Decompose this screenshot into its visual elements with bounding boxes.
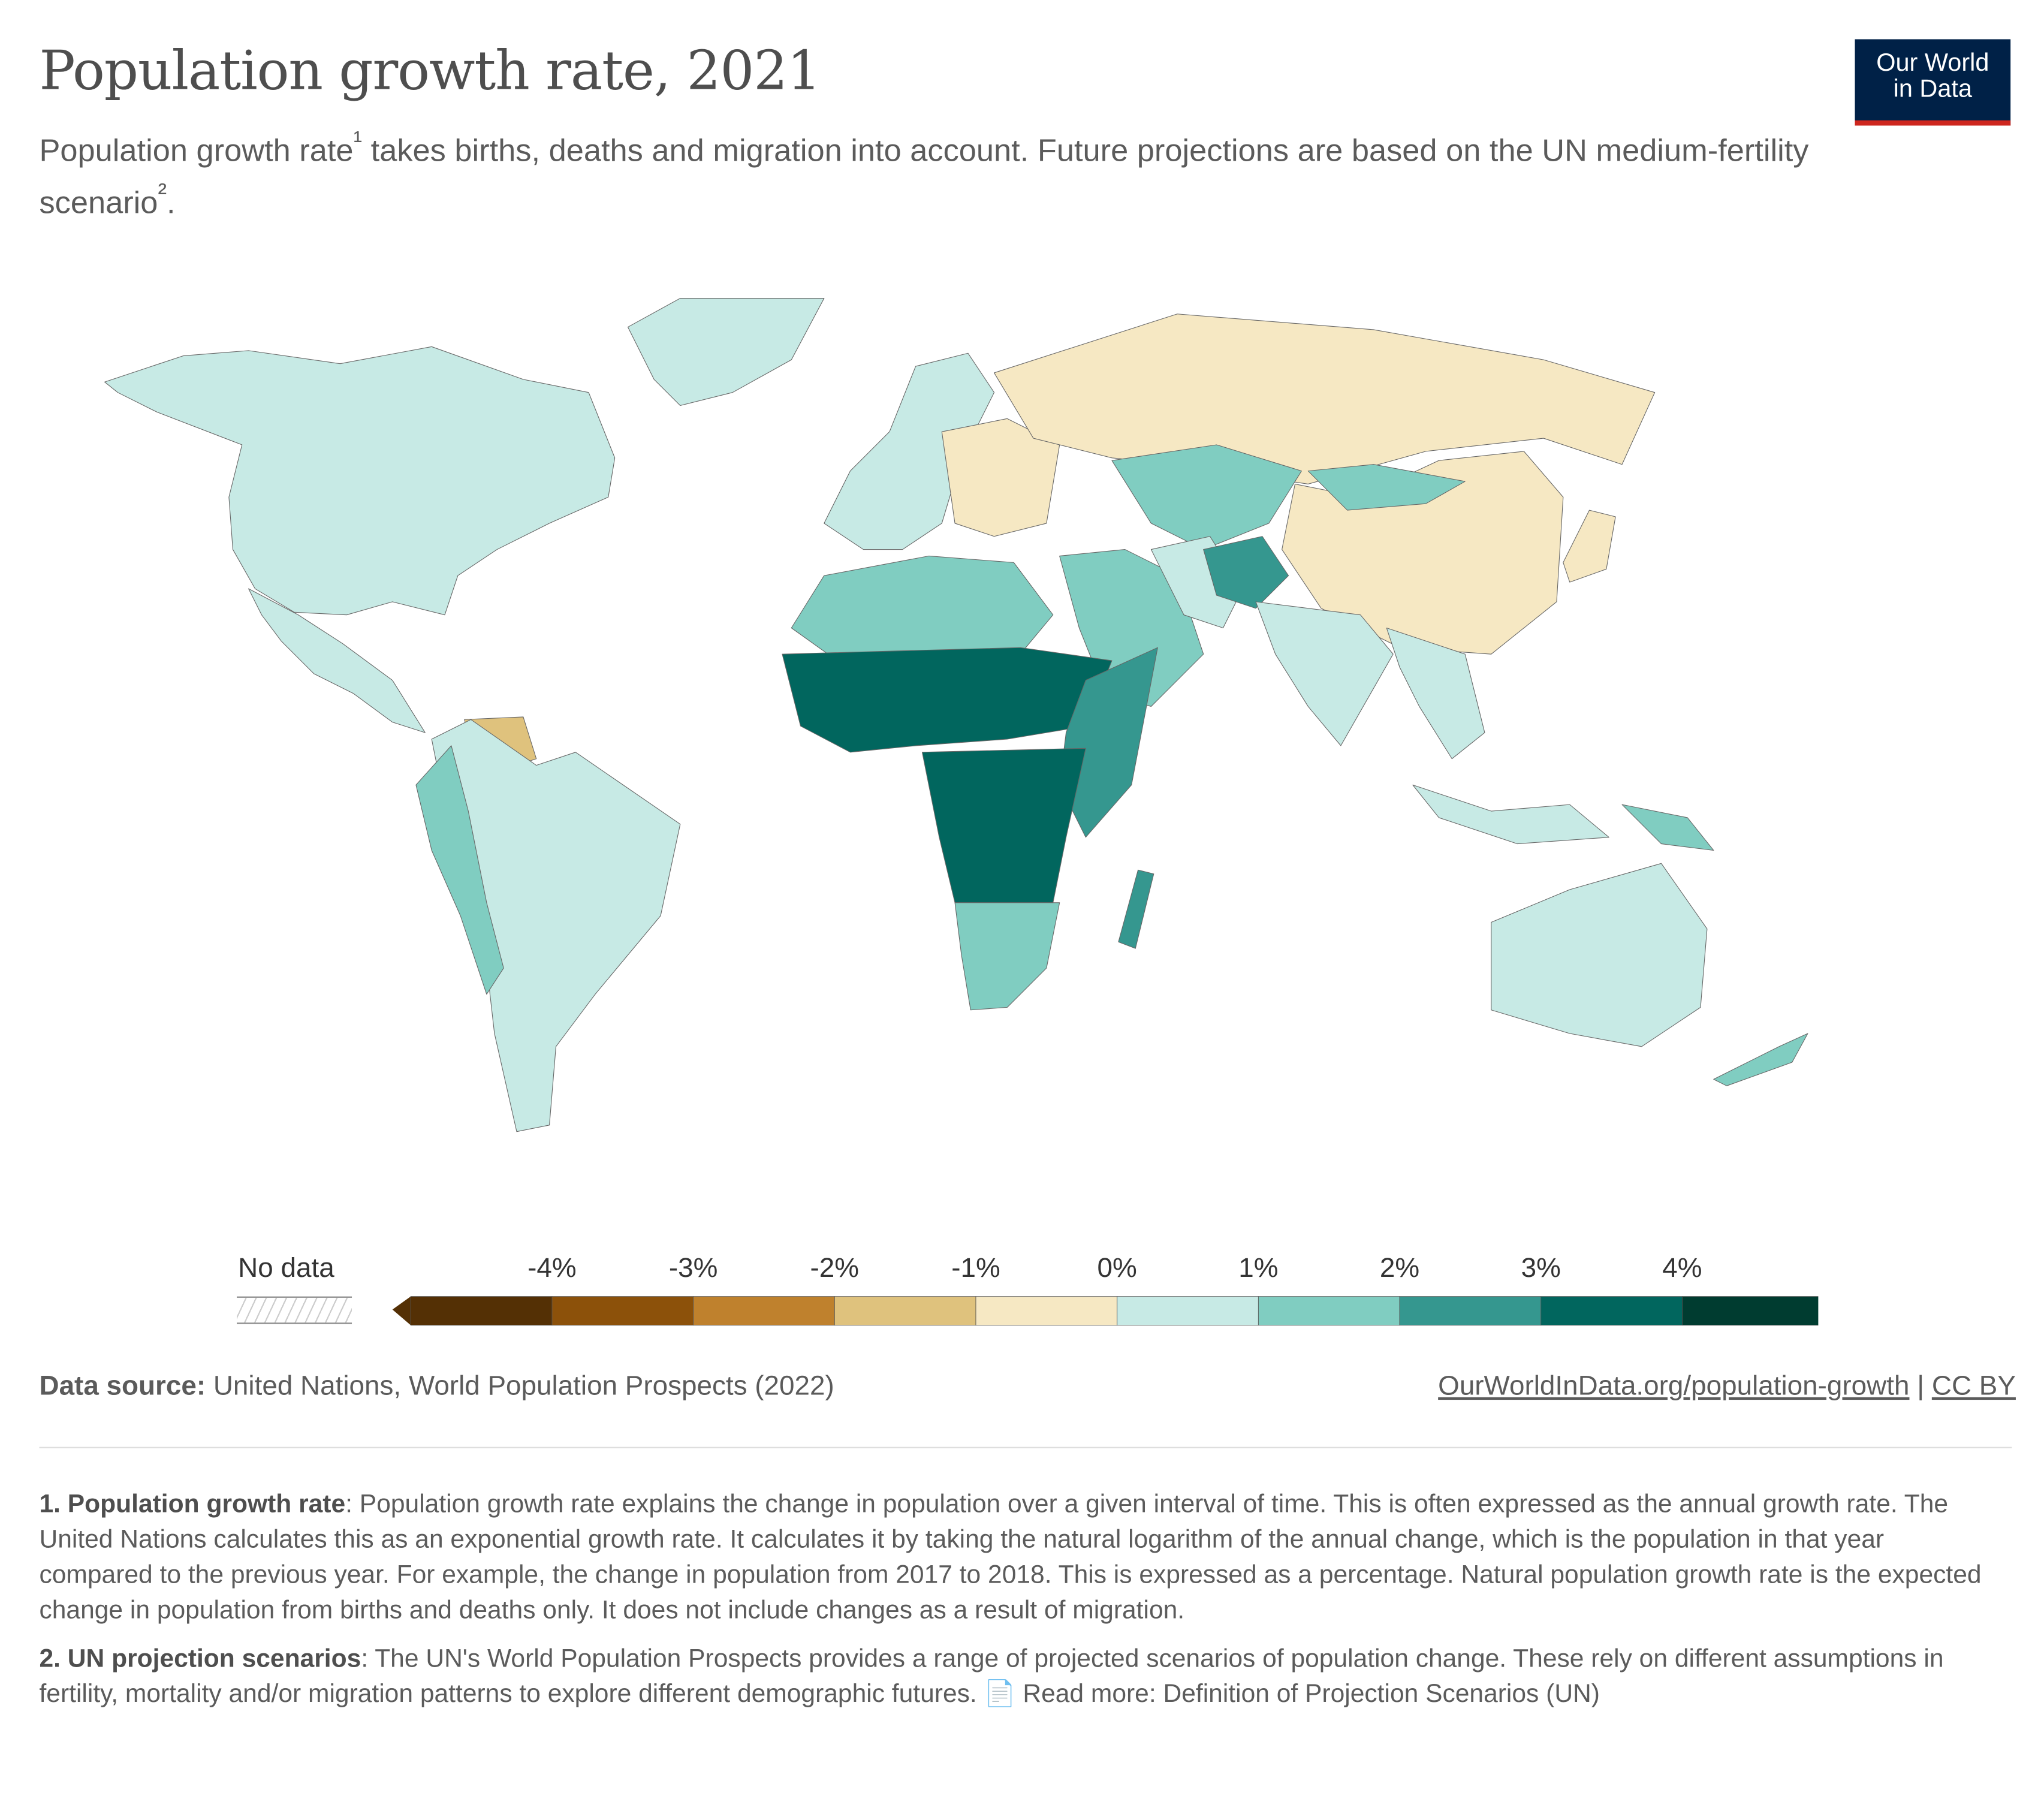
url-link[interactable]: OurWorldInData.org/population-growth: [1438, 1371, 1910, 1402]
legend-bin: [834, 1296, 976, 1326]
legend-tick-label: -3%: [668, 1253, 718, 1283]
country-central-asia[interactable]: [1111, 444, 1302, 550]
source-label: Data source:: [39, 1371, 206, 1402]
legend-tick-label: 2%: [1379, 1253, 1420, 1283]
legend-tick-label: 4%: [1662, 1253, 1702, 1283]
legend-tick-label: -2%: [810, 1253, 860, 1283]
logo-line: in Data: [1893, 76, 1973, 104]
legend-bin: [1682, 1296, 1819, 1326]
footnote-1: 1. Population growth rate: Population gr…: [39, 1487, 2001, 1629]
country-north-america[interactable]: [104, 346, 616, 616]
legend-bin: [693, 1296, 835, 1326]
country-southeast-asia[interactable]: [1386, 627, 1485, 760]
world-map[interactable]: [79, 281, 1910, 1171]
footnote-text: : Population growth rate explains the ch…: [39, 1490, 1982, 1625]
logo-line: Our World: [1876, 49, 1989, 77]
footnote-ref-1[interactable]: ¹: [353, 126, 363, 156]
country-india[interactable]: [1255, 601, 1394, 746]
legend-tick-label: -1%: [951, 1253, 1000, 1283]
country-southern-africa[interactable]: [954, 902, 1060, 1011]
legend-color-bar: [392, 1296, 1819, 1326]
footnote-text[interactable]: : The UN's World Population Prospects pr…: [39, 1644, 1944, 1709]
country-indonesia[interactable]: [1412, 784, 1609, 845]
footnote-ref-2[interactable]: ²: [158, 179, 167, 208]
legend-bin: [410, 1296, 553, 1326]
license-link[interactable]: CC BY: [1931, 1371, 2016, 1402]
legend-bin: [551, 1296, 694, 1326]
footnote-title: 1. Population growth rate: [39, 1490, 346, 1519]
chart-title: Population growth rate, 2021: [39, 39, 821, 103]
footnote-2: 2. UN projection scenarios: The UN's Wor…: [39, 1642, 2001, 1713]
country-western-europe[interactable]: [824, 352, 995, 550]
country-papua-new-guinea[interactable]: [1621, 804, 1714, 851]
legend-tick-label: 0%: [1097, 1253, 1137, 1283]
legend-bin: [1117, 1296, 1259, 1326]
subtitle-text: takes births, deaths and migration into …: [39, 133, 1809, 221]
legend-arrow-left: [392, 1296, 411, 1325]
no-data-swatch: [236, 1296, 352, 1324]
no-data-label: No data: [238, 1253, 334, 1283]
country-eastern-europe[interactable]: [941, 418, 1060, 537]
legend-bin: [1399, 1296, 1542, 1326]
country-andean-countries[interactable]: [415, 745, 504, 995]
separator: |: [1909, 1371, 1932, 1402]
footnote-title: 2. UN projection scenarios: [39, 1644, 361, 1674]
country-australia[interactable]: [1491, 863, 1708, 1047]
country-russia[interactable]: [994, 314, 1656, 484]
divider: [39, 1447, 2012, 1448]
subtitle-text: .: [167, 185, 176, 221]
country-mexico-central-america[interactable]: [248, 588, 426, 733]
country-afghanistan[interactable]: [1203, 536, 1289, 609]
country-japan[interactable]: [1563, 510, 1616, 583]
legend-tick-label: 3%: [1521, 1253, 1561, 1283]
country-north-africa[interactable]: [791, 555, 1054, 661]
legend-tick-label: -4%: [527, 1253, 577, 1283]
country-east-africa[interactable]: [1059, 647, 1158, 838]
country-greenland[interactable]: [627, 298, 825, 406]
legend-bin: [1540, 1296, 1683, 1326]
chart-url: OurWorldInData.org/population-growth | C…: [1438, 1371, 2016, 1402]
legend-bin: [1258, 1296, 1400, 1326]
country-central-africa[interactable]: [921, 748, 1086, 903]
footnotes: 1. Population growth rate: Population gr…: [39, 1487, 2001, 1725]
subtitle-text: Population growth rate: [39, 133, 354, 169]
country-sahel[interactable]: [782, 647, 1113, 753]
country-madagascar[interactable]: [1118, 869, 1154, 949]
chart-subtitle: Population growth rate¹ takes births, de…: [39, 120, 1818, 225]
owid-logo[interactable]: Our World in Data: [1855, 39, 2011, 126]
data-source: Data source: United Nations, World Popul…: [39, 1371, 834, 1402]
country-new-zealand[interactable]: [1713, 1033, 1808, 1086]
legend-bin: [975, 1296, 1118, 1326]
legend: No data -4% -3% -2% -1% 0% 1% 2% 3% 4%: [0, 1243, 2038, 1334]
country-mongolia[interactable]: [1307, 464, 1466, 511]
source-text: United Nations, World Population Prospec…: [206, 1371, 834, 1402]
legend-tick-label: 1%: [1238, 1253, 1279, 1283]
